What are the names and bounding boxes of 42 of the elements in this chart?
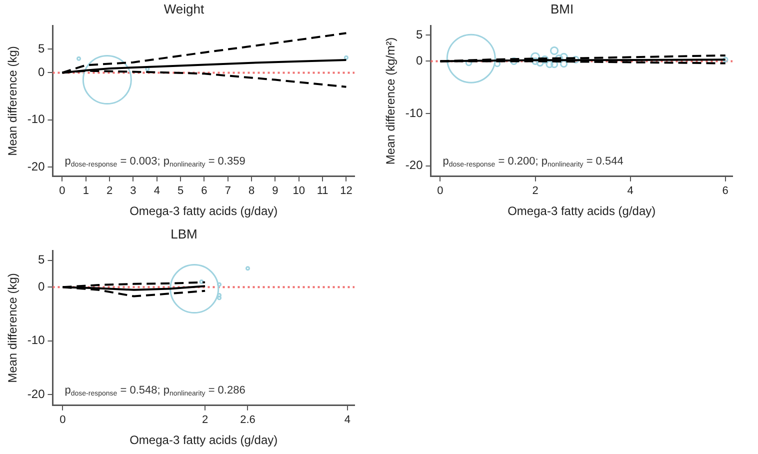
x-tick-label: 0	[437, 185, 444, 198]
y-axis-title: Mean difference (kg)	[6, 46, 20, 156]
x-tick-label: 6	[722, 185, 728, 198]
y-axis-title: Mean difference (kg/m²)	[384, 37, 398, 165]
x-tick-label: 1	[82, 185, 89, 198]
x-axis-title: Omega-3 fatty acids (g/day)	[130, 204, 278, 218]
y-tick-label: -10	[27, 333, 46, 348]
x-tick-label: 5	[177, 185, 184, 198]
x-tick-label: 12	[340, 185, 352, 198]
x-tick-label: 0	[59, 185, 66, 198]
x-tick-label: 6	[201, 185, 208, 198]
y-tick-label: 5	[38, 41, 46, 56]
chart-title: BMI	[550, 1, 574, 16]
x-tick-label: 9	[272, 185, 278, 198]
x-tick-label: 11	[316, 185, 328, 198]
y-tick-label: 0	[416, 54, 424, 68]
y-tick-label: 0	[38, 279, 46, 294]
x-tick-label: 4	[627, 185, 634, 198]
x-tick-label: 10	[292, 185, 306, 198]
chart-title: Weight	[164, 1, 204, 16]
x-tick-label: 0	[60, 414, 66, 426]
y-tick-label: -20	[27, 159, 46, 174]
x-tick-label: 2	[106, 185, 113, 198]
y-tick-label: -20	[405, 158, 424, 172]
y-tick-label: 0	[38, 65, 46, 80]
x-tick-label: 3	[130, 185, 136, 198]
y-tick-label: -20	[27, 386, 46, 401]
x-tick-label: 2	[532, 185, 538, 198]
x-tick-label: 4	[154, 185, 160, 198]
x-tick-label: 7	[224, 185, 231, 198]
x-tick-label: 2.6	[240, 414, 256, 426]
x-axis-title: Omega-3 fatty acids (g/day)	[130, 433, 278, 448]
y-tick-label: -10	[405, 106, 424, 120]
y-axis-title: Mean difference (kg)	[6, 273, 20, 383]
x-tick-label: 4	[344, 414, 350, 426]
y-tick-label: 5	[416, 27, 424, 42]
y-tick-label: -10	[27, 112, 46, 126]
y-tick-label: 5	[38, 252, 46, 267]
chart-title: LBM	[170, 226, 198, 242]
x-axis-title: Omega-3 fatty acids (g/day)	[508, 204, 656, 218]
x-tick-label: 8	[248, 185, 255, 198]
x-tick-label: 2	[202, 414, 208, 426]
